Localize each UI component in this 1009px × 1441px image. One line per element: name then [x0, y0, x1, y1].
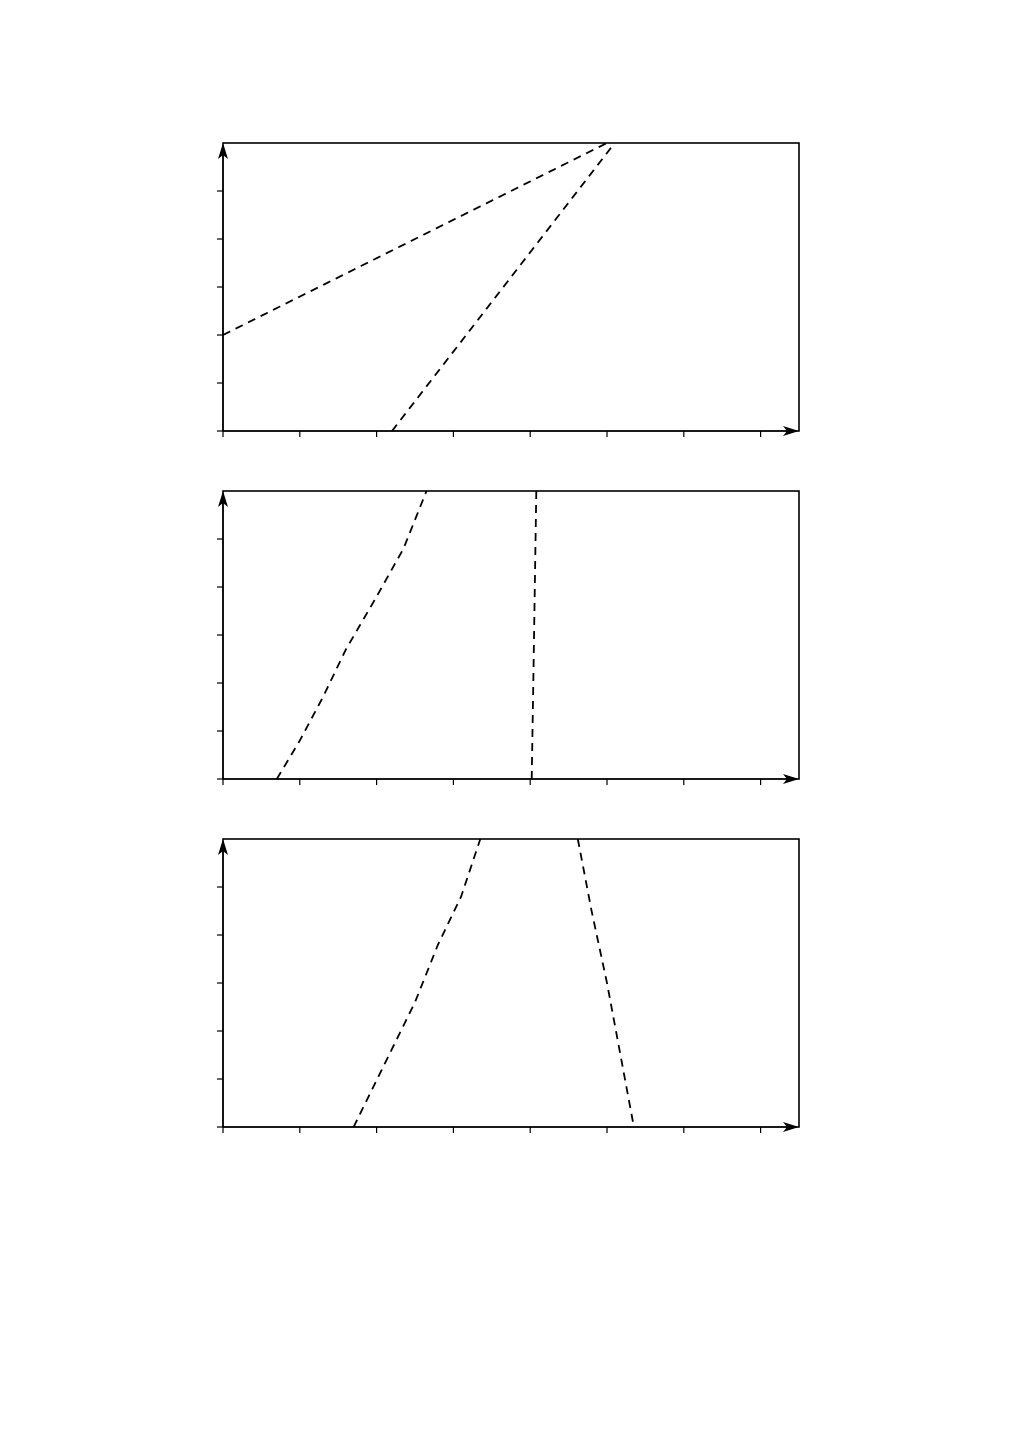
y-axis-arrow [218, 839, 228, 855]
series-line-1 [352, 839, 482, 1127]
plot-frame [222, 490, 800, 780]
x-axis-arrow [783, 426, 799, 436]
series-line-1 [276, 491, 428, 779]
y-axis-arrow [218, 143, 228, 159]
plot-frame [222, 142, 800, 432]
series-line-1 [223, 143, 608, 336]
y-axis-arrow [218, 491, 228, 507]
series-line-2 [530, 491, 538, 779]
plot-frame [222, 838, 800, 1128]
chart-panel-3 [217, 838, 800, 1133]
series-line-2 [576, 839, 635, 1127]
chart-panel-1 [217, 142, 800, 437]
series-line-2 [391, 143, 616, 431]
x-axis-arrow [783, 774, 799, 784]
chart-panel-2 [217, 490, 800, 785]
x-axis-arrow [783, 1122, 799, 1132]
